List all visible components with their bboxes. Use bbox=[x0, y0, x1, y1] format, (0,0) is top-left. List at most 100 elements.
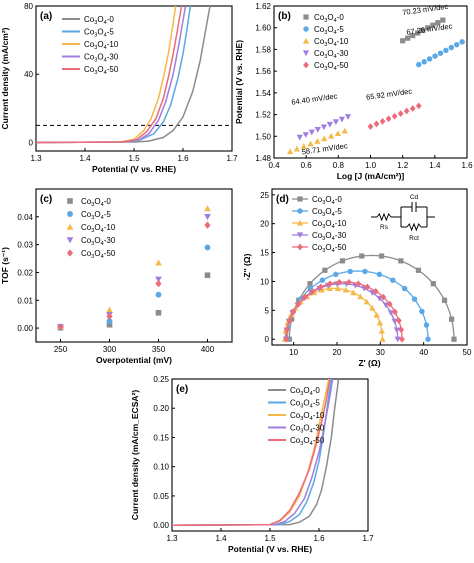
x-tick-label: 300 bbox=[103, 345, 117, 354]
legend-label: Co3O4-0 bbox=[314, 13, 344, 24]
marker-diamond bbox=[57, 323, 64, 331]
legend-label: Co3O4-30 bbox=[290, 424, 325, 435]
marker-triangle-up bbox=[373, 311, 380, 318]
legend-label: Co3O4-30 bbox=[84, 53, 119, 64]
legend-label: Co3O4-5 bbox=[84, 28, 114, 39]
marker-square bbox=[435, 20, 441, 26]
x-tick-label: 1.6 bbox=[313, 534, 325, 543]
panel-d: 10 20 30 40 50 0 5 10 15 20 25 Z' (Ω) -Z'' (Ω) (d) Co3… bbox=[242, 188, 472, 368]
marker-diamond bbox=[309, 287, 316, 295]
marker-square bbox=[449, 316, 455, 322]
y-tick-label: 0.20 bbox=[153, 404, 169, 413]
marker-triangle-up bbox=[376, 319, 383, 326]
marker-triangle-up bbox=[302, 37, 310, 44]
x-axis-label: Potential (V vs. RHE) bbox=[92, 164, 176, 174]
marker-triangle-up bbox=[296, 219, 304, 226]
y-tick-label: 0.15 bbox=[153, 433, 169, 442]
slope-annotation: 58.71 mV/dec bbox=[301, 141, 348, 156]
x-tick-label: 1.2 bbox=[397, 161, 409, 170]
marker-circle bbox=[419, 308, 425, 315]
marker-triangle-up bbox=[369, 304, 376, 311]
marker-triangle-up bbox=[334, 285, 341, 292]
resistor-rs bbox=[376, 212, 392, 222]
y-tick-label: 1.50 bbox=[255, 132, 271, 141]
x-tick-label: 1.7 bbox=[362, 534, 374, 543]
marker-diamond bbox=[409, 105, 416, 112]
marker-circle bbox=[362, 268, 368, 275]
x-axis-label: Z' (Ω) bbox=[358, 358, 380, 368]
y-tick-label: 0.01 bbox=[17, 296, 33, 305]
y-tick-label: 0.05 bbox=[153, 492, 169, 501]
marker-square bbox=[359, 253, 365, 259]
legend-label: Co3O4-50 bbox=[84, 65, 119, 76]
marker-circle bbox=[448, 44, 455, 51]
slope-annotation: 65.92 mV/dec bbox=[366, 86, 413, 101]
y-tick-label: 80 bbox=[24, 2, 33, 11]
legend-label: Co3O4-50 bbox=[312, 243, 347, 254]
marker-diamond bbox=[295, 300, 302, 308]
x-tick-label: 1.6 bbox=[177, 154, 189, 163]
x-tick-label: 1.4 bbox=[429, 161, 441, 170]
x-tick-label: 1.5 bbox=[128, 154, 140, 163]
equivalent-circuit: Rs Cd Rct bbox=[371, 194, 435, 242]
marker-diamond bbox=[297, 243, 303, 251]
legend-label: Co3O4-30 bbox=[81, 236, 116, 247]
marker-triangle-up bbox=[314, 138, 321, 144]
marker-triangle-up bbox=[300, 143, 307, 149]
marker-square bbox=[415, 267, 422, 273]
marker-circle bbox=[106, 318, 113, 325]
marker-circle bbox=[204, 244, 211, 251]
x-tick-label: 20 bbox=[333, 348, 342, 357]
marker-diamond bbox=[391, 112, 398, 120]
y-tick-label: 5 bbox=[265, 306, 270, 315]
y-tick-label: 1.54 bbox=[255, 89, 271, 98]
marker-diamond bbox=[290, 308, 297, 316]
marker-square bbox=[405, 35, 411, 41]
legend-label: Co3O4-50 bbox=[81, 249, 116, 260]
marker-circle bbox=[426, 56, 433, 62]
marker-triangle-down bbox=[308, 129, 315, 136]
marker-diamond bbox=[364, 283, 371, 291]
marker-circle bbox=[319, 277, 326, 283]
marker-circle bbox=[421, 59, 427, 65]
legend-label: Co3O4-30 bbox=[314, 49, 349, 60]
panel-label: (d) bbox=[276, 194, 289, 205]
y-axis-label: -Z'' (Ω) bbox=[242, 253, 252, 280]
marker-triangle-up bbox=[327, 132, 335, 139]
legend-label: Co3O4-50 bbox=[314, 61, 349, 72]
marker-diamond bbox=[367, 123, 374, 130]
marker-square bbox=[378, 253, 385, 259]
marker-diamond bbox=[303, 61, 309, 69]
marker-triangle-up bbox=[204, 205, 211, 212]
circuit-label: Cd bbox=[410, 194, 419, 201]
marker-diamond bbox=[355, 280, 362, 288]
legend-label: Co3O4-0 bbox=[81, 197, 111, 208]
plot-frame bbox=[271, 188, 468, 346]
marker-triangle-down bbox=[320, 124, 327, 131]
y-tick-label: 1.48 bbox=[255, 154, 271, 163]
marker-triangle-down bbox=[302, 132, 309, 138]
marker-square bbox=[155, 309, 162, 316]
legend-label: Co3O4-10 bbox=[84, 40, 119, 51]
marker-diamond bbox=[327, 280, 333, 288]
marker-triangle-up bbox=[286, 148, 294, 155]
y-tick-label: 0 bbox=[265, 335, 270, 344]
marker-diamond bbox=[399, 335, 405, 343]
marker-diamond bbox=[392, 308, 398, 316]
marker-square bbox=[289, 316, 295, 322]
y-tick-label: 15 bbox=[260, 249, 269, 258]
marker-circle bbox=[423, 322, 430, 328]
marker-square bbox=[440, 17, 446, 23]
marker-circle bbox=[437, 50, 444, 56]
y-tick-label: 0.04 bbox=[17, 213, 33, 222]
slope-annotation: 64.40 mV/dec bbox=[291, 91, 338, 106]
marker-circle bbox=[425, 336, 431, 342]
marker-triangle-up bbox=[350, 289, 357, 296]
marker-triangle-up bbox=[326, 285, 333, 292]
x-axis-label: Log [J (mA/cm²)] bbox=[337, 171, 405, 181]
marker-diamond bbox=[396, 317, 402, 325]
marker-circle bbox=[432, 53, 438, 59]
marker-diamond bbox=[415, 102, 422, 110]
marker-diamond bbox=[403, 107, 410, 115]
marker-diamond bbox=[379, 117, 386, 125]
